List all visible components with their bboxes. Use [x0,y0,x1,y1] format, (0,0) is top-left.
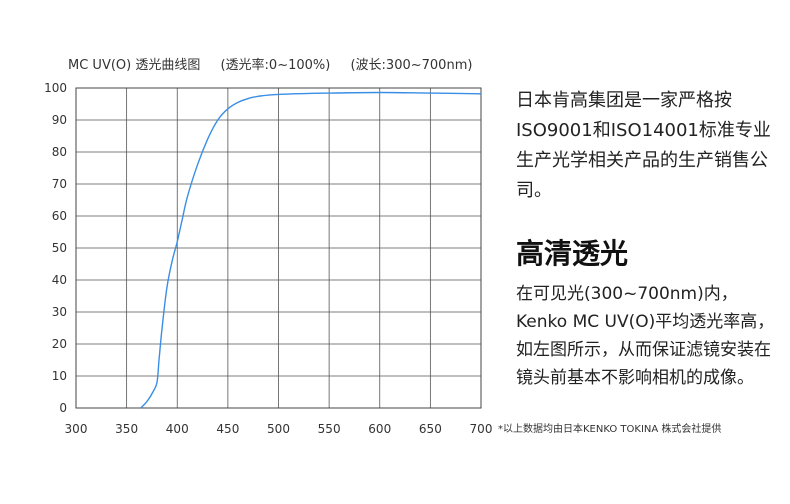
x-tick-label: 300 [65,422,88,436]
y-tick-label: 10 [52,369,67,383]
y-tick-label: 30 [52,305,67,319]
transmission-curve [140,91,482,409]
y-tick-label: 100 [44,81,67,95]
y-axis-labels: 0 10 20 30 40 50 60 70 80 90 100 [44,81,67,415]
chart-title-name: MC UV(O) 透光曲线图 [68,58,201,73]
chart-title: MC UV(O) 透光曲线图 (透光率:0~100%) (波长:300~700n… [68,54,488,73]
y-tick-label: 0 [59,401,67,415]
chart-title-x-range: (波长:300~700nm) [350,58,473,73]
y-tick-label: 60 [52,209,67,223]
x-tick-label: 550 [318,422,341,436]
x-tick-label: 500 [267,422,290,436]
feature-headline: 高清透光 [516,237,629,270]
x-tick-label: 350 [115,422,138,436]
plot-frame [75,87,482,409]
x-tick-label: 600 [368,422,391,436]
chart-grid [75,87,482,409]
description-panel: 日本肯高集团是一家严格按ISO9001和ISO14001标准专业生产光学相关产品… [516,86,778,392]
feature-description: 在可见光(300~700nm)内，Kenko MC UV(O)平均透光率高，如左… [516,284,775,388]
data-source-footnote: *以上数据均由日本KENKO TOKINA 株式会社提供 [498,424,722,435]
y-tick-label: 90 [52,113,67,127]
x-tick-label: 700 [470,422,493,436]
y-tick-label: 40 [52,273,67,287]
x-tick-label: 650 [419,422,442,436]
y-tick-label: 70 [52,177,67,191]
x-axis-labels: 300 350 400 450 500 550 600 650 700 [65,422,493,436]
x-tick-label: 450 [216,422,239,436]
chart-title-y-range: (透光率:0~100%) [220,58,331,73]
y-tick-label: 20 [52,337,67,351]
company-intro: 日本肯高集团是一家严格按ISO9001和ISO14001标准专业生产光学相关产品… [516,90,771,201]
y-tick-label: 50 [52,241,67,255]
x-tick-label: 400 [166,422,189,436]
y-tick-label: 80 [52,145,67,159]
